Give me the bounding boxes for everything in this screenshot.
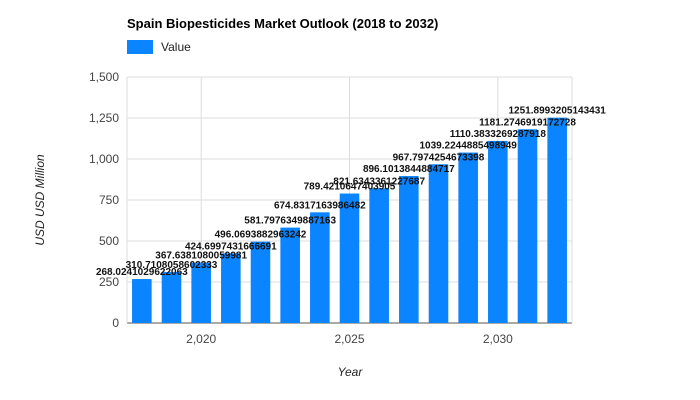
data-label: 1110.3833269287918 [450, 129, 547, 140]
data-label: 674.8317163986482 [274, 200, 366, 211]
bars [132, 117, 567, 324]
data-label: 821.6343361227687 [333, 176, 425, 187]
data-label: 1181.2746919172728 [479, 117, 576, 128]
y-tick-label: 1,000 [89, 152, 119, 166]
bar [488, 140, 508, 323]
bar [399, 176, 419, 323]
x-tick-label: 2,030 [483, 332, 513, 346]
data-label: 967.7974254673398 [393, 152, 485, 163]
legend-swatch [127, 40, 153, 54]
y-tick-label: 1,500 [89, 70, 119, 84]
y-tick-label: 750 [99, 193, 119, 207]
axes: 0 250 500 750 1,000 1,250 1,500 2,020 2,025 2,030 [89, 70, 513, 346]
bar [310, 212, 330, 323]
bar [132, 279, 152, 323]
data-label: 367.6381080059981 [155, 251, 247, 262]
data-label: 581.7976349887163 [244, 216, 336, 227]
bar [517, 129, 538, 323]
data-labels: 268.0241029622063310.7108058602333367.63… [96, 106, 606, 278]
data-label: 896.1013844884717 [363, 164, 455, 175]
bar [428, 164, 449, 323]
data-label: 1039.2244885498949 [420, 141, 518, 152]
y-axis-title: USD USD Million [33, 154, 47, 246]
legend: Value [127, 40, 191, 54]
x-tick-label: 2,025 [334, 332, 364, 346]
y-tick-label: 250 [99, 275, 119, 289]
bar [221, 253, 241, 323]
data-label: 424.6997431666691 [185, 241, 277, 252]
x-tick-label: 2,020 [186, 332, 216, 346]
bar [458, 152, 478, 323]
data-label: 268.0241029622063 [96, 267, 188, 278]
legend-label: Value [161, 40, 191, 54]
y-tick-label: 0 [112, 316, 119, 330]
data-label: 310.7108058602333 [126, 260, 218, 271]
bar [339, 193, 360, 323]
chart-title: Spain Biopesticides Market Outlook (2018… [127, 16, 439, 31]
data-label: 496.0693882963242 [215, 230, 307, 241]
x-axis-title: Year [338, 365, 364, 379]
bar [161, 272, 182, 323]
bar [191, 262, 211, 323]
bar [547, 117, 567, 324]
y-tick-label: 500 [99, 234, 119, 248]
bar [250, 241, 271, 323]
bar [280, 227, 300, 323]
bar [369, 188, 389, 323]
y-tick-label: 1,250 [89, 111, 119, 125]
data-label: 789.4210647403905 [304, 182, 396, 193]
data-label: 1251.8993205143431 [509, 106, 607, 117]
